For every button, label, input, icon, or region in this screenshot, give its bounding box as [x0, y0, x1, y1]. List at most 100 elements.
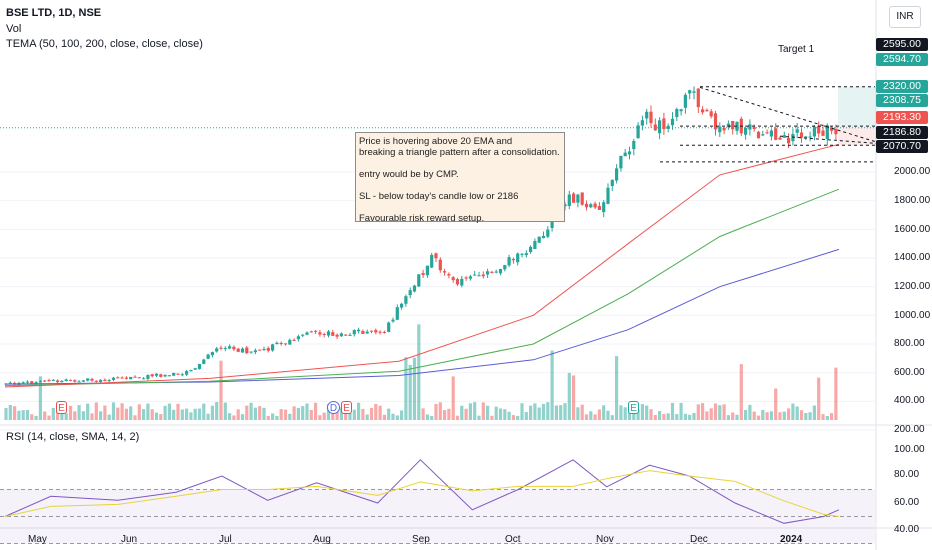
volume-bar: [266, 415, 270, 420]
volume-bar: [206, 413, 210, 420]
volume-bar: [443, 410, 447, 420]
candle-body: [103, 379, 107, 381]
candle-body: [292, 339, 296, 341]
candle-body: [434, 253, 438, 259]
candle-body: [498, 268, 503, 274]
candle-body: [374, 330, 378, 333]
x-label-nov: Nov: [596, 534, 614, 545]
candle-body: [572, 193, 576, 203]
volume-bar: [748, 404, 752, 420]
volume-bar: [283, 409, 288, 420]
candle-body: [804, 136, 808, 138]
candle-body: [516, 253, 520, 263]
price-badge-2320: 2320.00: [876, 80, 928, 93]
volume-bar: [481, 402, 485, 420]
target-label: Target 1: [778, 44, 815, 55]
volume-bar: [4, 408, 8, 420]
volume-bar: [662, 414, 666, 420]
annotation-note[interactable]: Price is hovering above 20 EMA and break…: [355, 132, 565, 224]
volume-bar: [185, 408, 189, 420]
volume-bar: [666, 413, 670, 420]
volume-bar: [232, 415, 236, 420]
candle-body: [460, 278, 464, 286]
candle-body: [301, 334, 305, 336]
candle-body: [142, 378, 146, 380]
volume-bar: [47, 415, 51, 420]
candle-body: [576, 194, 580, 203]
volume-bar: [124, 408, 128, 420]
earnings-event-icon[interactable]: E: [56, 401, 67, 414]
candle-body: [546, 229, 550, 237]
volume-bar: [795, 406, 799, 420]
candle-body: [731, 121, 735, 130]
volume-bar: [210, 405, 214, 420]
volume-bar: [215, 402, 219, 420]
volume-bar: [309, 409, 313, 420]
volume-bar: [81, 411, 85, 420]
candle-body: [670, 118, 675, 126]
volume-bar: [116, 407, 120, 420]
candle-body: [159, 374, 163, 377]
candle-body: [378, 331, 382, 333]
candle-body: [34, 382, 38, 385]
volume-bar: [228, 413, 232, 420]
volume-bar: [21, 410, 25, 420]
volume-bar: [245, 405, 249, 420]
volume-bar: [275, 415, 279, 420]
candle-body: [683, 94, 687, 108]
price-badge-2595: 2595.00: [876, 38, 928, 51]
candle-body: [86, 378, 90, 381]
candle-body: [228, 346, 232, 349]
volume-bar: [301, 406, 305, 420]
note-line-8: Favourable risk reward setup.: [359, 213, 485, 224]
volume-bar: [142, 409, 146, 420]
candle-body: [632, 140, 636, 150]
volume-bar: [421, 408, 425, 420]
earnings-event-icon[interactable]: E: [628, 401, 639, 414]
volume-bar: [30, 414, 34, 420]
candle-body: [722, 127, 726, 131]
candle-body: [533, 240, 537, 250]
rsi-tick: 40.00: [894, 524, 920, 535]
candle-body: [477, 275, 481, 277]
candle-body: [352, 330, 356, 335]
candle-body: [296, 336, 300, 340]
volume-bar: [520, 403, 524, 420]
volume-bar: [99, 411, 103, 420]
candle-body: [116, 377, 120, 379]
volume-bar: [830, 413, 834, 420]
price-badge-last: 2308.75: [876, 94, 928, 107]
currency-button[interactable]: INR: [889, 6, 921, 28]
candle-body: [709, 111, 713, 117]
volume-bar: [713, 403, 718, 420]
tema-200-line: [4, 248, 840, 385]
volume-bar: [675, 414, 679, 420]
volume-bar: [817, 377, 821, 420]
earnings-event-icon[interactable]: E: [341, 401, 352, 414]
candle-body: [834, 129, 838, 135]
volume-bar: [516, 415, 520, 420]
candle-body: [438, 259, 442, 271]
candle-body: [412, 285, 417, 292]
volume-bar: [619, 405, 623, 420]
volume-bar: [597, 409, 601, 420]
dividend-event-icon[interactable]: D: [327, 401, 340, 414]
candle-body: [653, 124, 657, 131]
volume-bar: [17, 410, 21, 420]
volume-bar: [361, 408, 365, 420]
candle-body: [365, 331, 369, 334]
volume-bar: [425, 414, 429, 420]
candle-body: [90, 378, 94, 381]
candle-body: [107, 380, 111, 382]
candle-body: [197, 364, 202, 369]
volume-bar: [137, 404, 141, 420]
price-tick: 800.00: [894, 338, 925, 349]
candle-body: [133, 376, 137, 378]
volume-bar: [589, 411, 593, 420]
candle-body: [357, 329, 361, 332]
candle-body: [172, 372, 176, 376]
trendline-upper: [699, 86, 877, 143]
volume-bar: [490, 415, 494, 420]
candle-body: [326, 331, 331, 336]
